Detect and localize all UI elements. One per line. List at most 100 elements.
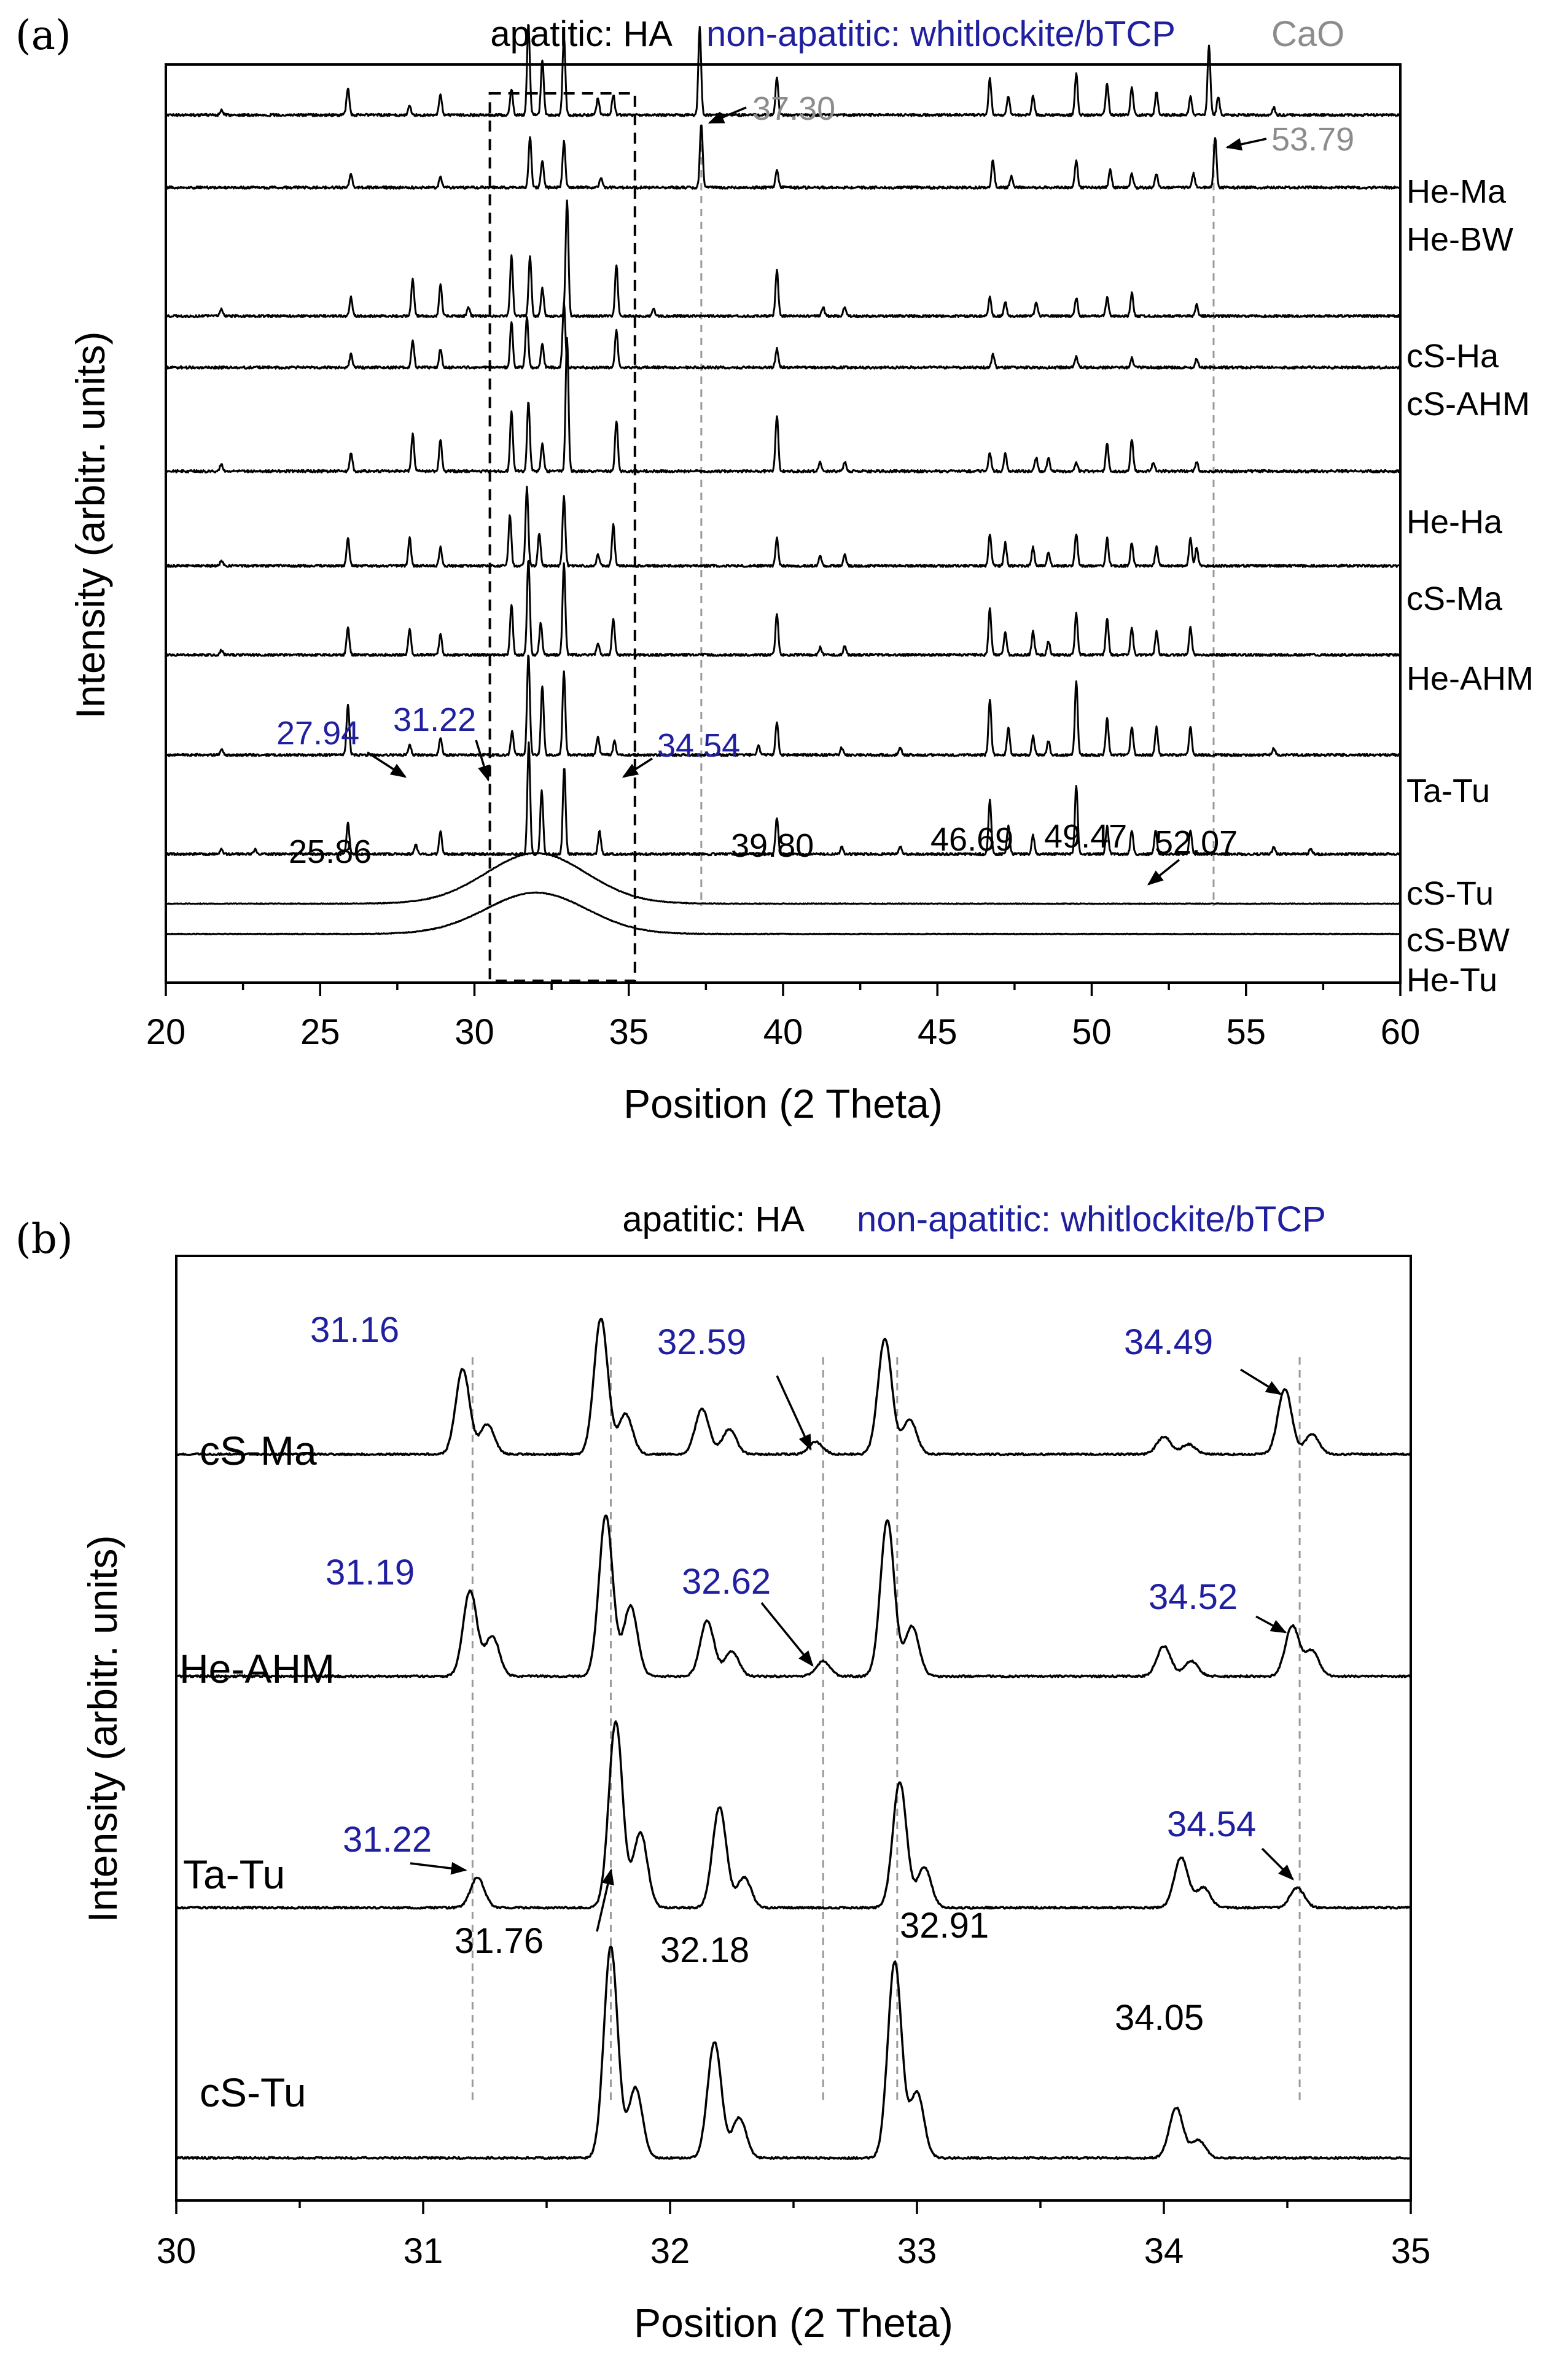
- annotation-32-62: 32.62: [682, 1562, 771, 1602]
- trace-a-he-ha: [165, 337, 1401, 474]
- annotation-32-59: 32.59: [657, 1322, 746, 1362]
- annotation-34-05: 34.05: [1115, 1998, 1204, 2038]
- annotation-34-49: 34.49: [1124, 1322, 1213, 1362]
- arrow-31-76: [596, 1868, 614, 1932]
- arrow-34-52: [1255, 1615, 1287, 1634]
- annotation-31-19: 31.19: [326, 1553, 415, 1592]
- panel-b-guides: [471, 1357, 1301, 2100]
- trace-label-he-ahm: He-AHM: [1406, 660, 1534, 697]
- annotation-31-22-a: 31.22: [393, 701, 476, 738]
- annotation-39-80: 39.80: [731, 827, 814, 864]
- x-tick-label-35: 35: [609, 1012, 649, 1052]
- panel-b-plot-frame: [175, 1255, 1412, 2202]
- panel-a-annotations: 37.30 53.79 27.94 31.22 34.54 25.86 39.8…: [276, 90, 1354, 886]
- annotation-37-30: 37.30: [752, 90, 835, 127]
- arrow-32-62: [760, 1602, 814, 1667]
- trace-label-cs-bw: cS-BW: [1406, 922, 1510, 959]
- trace-a-cs-ma: [165, 485, 1402, 568]
- annotation-25-86: 25.86: [289, 833, 372, 870]
- annotation-31-16: 31.16: [310, 1310, 399, 1350]
- x-tick-label-45: 45: [918, 1012, 958, 1052]
- panel-a-guides: [700, 144, 1215, 906]
- x-tick-label-20: 20: [146, 1012, 186, 1052]
- x-tick-label-30: 30: [454, 1012, 494, 1052]
- x-tick-label-60: 60: [1381, 1012, 1421, 1052]
- trace-label-b-cs-ma: cS-Ma: [200, 1428, 317, 1473]
- trace-label-b-ta-tu: Ta-Tu: [183, 1852, 285, 1897]
- x-tick-label-55: 55: [1226, 1012, 1266, 1052]
- legend-b-apatitic: apatitic: HA: [622, 1199, 805, 1239]
- trace-label-ta-tu: Ta-Tu: [1406, 773, 1490, 809]
- x-tick-label-25: 25: [300, 1012, 340, 1052]
- annotation-46-69: 46.69: [930, 821, 1013, 858]
- annotation-34-54-a: 34.54: [657, 727, 740, 764]
- trace-b-he-ahm: [175, 1514, 1411, 1678]
- trace-b-cs-ma: [176, 1317, 1412, 1457]
- panel-b-y-axis-label: Intensity (arbitr. units): [80, 1535, 125, 1923]
- trace-label-he-ma: He-Ma: [1406, 173, 1507, 210]
- trace-a-he-tu: [165, 891, 1401, 935]
- panel-a-x-axis-label: Position (2 Theta): [623, 1081, 943, 1126]
- panel-a-trace-labels: He-Ma He-BW cS-Ha cS-AHM He-Ha cS-Ma He-…: [1406, 173, 1534, 999]
- x-tick-label-50: 50: [1072, 1012, 1112, 1052]
- trace-a-cs-ahm: [165, 301, 1402, 370]
- panel-b-trace-labels: cS-Ma He-AHM Ta-Tu cS-Tu: [179, 1428, 335, 2115]
- x-tick-label-33: 33: [897, 2231, 937, 2271]
- arrow-34-54-b: [1261, 1847, 1294, 1881]
- arrow-32-59: [776, 1375, 812, 1451]
- annotation-34-54-b: 34.54: [1167, 1804, 1256, 1844]
- x-tick-label-40: 40: [763, 1012, 803, 1052]
- panel-a-traces: [165, 24, 1402, 935]
- trace-label-he-ha: He-Ha: [1406, 504, 1503, 540]
- panel-a-legend: apatitic: HA non-apatitic: whitlockite/b…: [490, 14, 1344, 54]
- panel-b-traces: [175, 1317, 1412, 2161]
- legend-cao: CaO: [1271, 14, 1344, 54]
- trace-label-cs-tu: cS-Tu: [1406, 875, 1494, 912]
- panel-b-x-axis-label: Position (2 Theta): [634, 2300, 953, 2345]
- arrow-34-49: [1240, 1368, 1282, 1395]
- trace-label-cs-ha: cS-Ha: [1406, 338, 1499, 375]
- annotation-32-91: 32.91: [900, 1906, 989, 1946]
- arrow-31-22-b: [410, 1861, 467, 1875]
- trace-a-he-ahm: [165, 559, 1402, 657]
- annotation-31-76: 31.76: [454, 1921, 544, 1961]
- legend-apatitic: apatitic: HA: [490, 14, 673, 54]
- trace-label-b-he-ahm: He-AHM: [179, 1646, 335, 1691]
- legend-b-non-apatitic: non-apatitic: whitlockite/bTCP: [857, 1199, 1326, 1239]
- legend-non-apatitic: non-apatitic: whitlockite/bTCP: [706, 14, 1176, 54]
- arrow-27-94: [367, 751, 407, 778]
- annotation-53-79: 53.79: [1271, 121, 1354, 158]
- trace-a-cs-tu: [165, 741, 1402, 857]
- annotation-31-22-b: 31.22: [343, 1820, 432, 1860]
- panel-a-y-axis-label: Intensity (arbitr. units): [68, 332, 113, 719]
- annotation-49-47: 49.47: [1044, 818, 1127, 855]
- panel-b-x-axis: 30 31 32 33 34 35: [157, 2200, 1431, 2271]
- panel-a-label: (a): [15, 12, 71, 59]
- trace-a-cs-bw: [165, 852, 1401, 905]
- panel-b-legend: apatitic: HA non-apatitic: whitlockite/b…: [622, 1199, 1326, 1239]
- panel-b-annotations: 31.16 32.59 34.49 31.19 32.62 34.52 31.2…: [310, 1310, 1294, 2038]
- x-tick-label-35: 35: [1391, 2231, 1431, 2271]
- trace-label-b-cs-tu: cS-Tu: [200, 2070, 306, 2115]
- annotation-52-07: 52.07: [1155, 824, 1238, 861]
- annotation-34-52: 34.52: [1149, 1577, 1238, 1617]
- x-tick-label-32: 32: [650, 2231, 690, 2271]
- arrow-31-22-a: [475, 739, 491, 782]
- trace-b-ta-tu: [175, 1720, 1412, 1910]
- panel-a: (a) apatitic: HA non-apatitic: whitlocki…: [15, 12, 1534, 1126]
- trace-a-he-bw: [165, 124, 1402, 190]
- trace-label-he-bw: He-BW: [1406, 221, 1513, 258]
- trace-label-cs-ahm: cS-AHM: [1406, 386, 1530, 423]
- arrow-52-07: [1147, 859, 1180, 886]
- annotation-32-18: 32.18: [660, 1930, 749, 1970]
- trace-a-cs-ha: [165, 199, 1402, 319]
- trace-label-cs-ma: cS-Ma: [1406, 580, 1503, 617]
- trace-b-cs-tu: [176, 1945, 1411, 2161]
- trace-label-he-tu: He-Tu: [1406, 962, 1497, 999]
- trace-a-he-ma: [165, 24, 1402, 117]
- arrow-37-30: [708, 106, 747, 124]
- panel-b: (b) apatitic: HA non-apatitic: whitlocki…: [15, 1199, 1430, 2345]
- x-tick-label-34: 34: [1144, 2231, 1184, 2271]
- x-tick-label-30: 30: [157, 2231, 197, 2271]
